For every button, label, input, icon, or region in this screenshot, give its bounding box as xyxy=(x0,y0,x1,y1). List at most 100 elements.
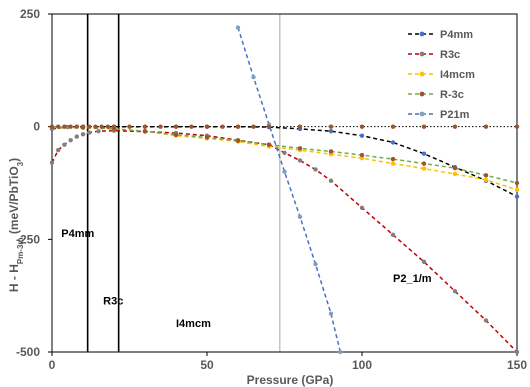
series-group xyxy=(49,25,520,355)
data-point xyxy=(142,124,148,129)
data-point xyxy=(483,124,489,129)
data-point xyxy=(313,167,318,172)
data-point xyxy=(56,147,61,153)
series-i4mcm xyxy=(49,125,520,192)
region-label: I4mcm xyxy=(176,318,211,330)
data-point xyxy=(87,130,92,135)
legend-label: P4mm xyxy=(440,29,473,41)
data-point xyxy=(452,124,458,129)
data-point xyxy=(328,178,334,183)
legend-marker xyxy=(419,111,425,117)
y-axis-title-sub: Pm-3m xyxy=(16,237,25,264)
data-point xyxy=(282,150,287,156)
data-point xyxy=(49,124,55,129)
data-point xyxy=(127,124,132,129)
data-point xyxy=(235,138,241,143)
x-axis-title: Pressure (GPa) xyxy=(247,373,334,387)
data-point xyxy=(390,156,396,162)
axes: 250 0 -250 -500 0 50 100 150 xyxy=(16,7,527,372)
x-tick-label: 100 xyxy=(352,358,372,372)
data-point xyxy=(297,214,303,219)
data-point xyxy=(514,349,520,355)
data-point xyxy=(80,132,86,137)
data-point xyxy=(328,124,334,129)
phase-boundaries xyxy=(86,14,281,352)
region-label: P4mm xyxy=(61,228,94,240)
data-point xyxy=(251,74,256,80)
data-point xyxy=(390,140,396,145)
data-point xyxy=(62,142,67,147)
data-point xyxy=(452,171,458,177)
y-tick-label: -500 xyxy=(16,345,40,359)
data-point xyxy=(421,166,427,171)
data-point xyxy=(266,142,272,147)
y-axis-title-main: H - H xyxy=(7,264,21,292)
series-line xyxy=(51,126,518,184)
data-point xyxy=(68,124,73,129)
data-point xyxy=(49,160,55,165)
data-point xyxy=(359,156,365,161)
data-point xyxy=(421,124,427,129)
data-point xyxy=(359,152,365,158)
data-point xyxy=(111,124,117,129)
data-point xyxy=(173,124,179,129)
data-point xyxy=(266,124,272,129)
data-point xyxy=(251,124,256,129)
data-point xyxy=(204,135,210,140)
data-point xyxy=(142,128,148,134)
data-point xyxy=(514,187,520,192)
data-point xyxy=(359,133,365,138)
y-axis-title-sub2: 3 xyxy=(16,161,25,166)
legend-label: P21m xyxy=(440,109,470,121)
data-point xyxy=(390,124,396,129)
data-point xyxy=(56,124,61,129)
x-tick-label: 0 xyxy=(49,358,56,372)
data-point xyxy=(74,134,80,139)
data-point xyxy=(96,128,101,134)
data-point xyxy=(421,259,427,265)
series-line xyxy=(237,27,342,353)
data-point xyxy=(68,137,73,143)
data-point xyxy=(282,169,287,174)
data-point xyxy=(105,124,111,129)
data-point xyxy=(80,124,86,129)
y-tick-label: 0 xyxy=(33,120,40,134)
data-point xyxy=(93,124,98,129)
data-point xyxy=(338,349,343,355)
series-reference xyxy=(49,124,520,129)
data-point xyxy=(483,177,489,183)
legend-marker xyxy=(419,71,425,77)
data-point xyxy=(483,318,489,323)
series-p4mm xyxy=(49,124,520,199)
data-point xyxy=(204,124,210,129)
region-label: R3c xyxy=(103,296,123,308)
data-point xyxy=(328,128,334,134)
data-point xyxy=(62,124,67,129)
data-point xyxy=(390,161,396,166)
data-point xyxy=(235,124,241,129)
x-tick-label: 150 xyxy=(507,358,527,372)
series-p21m xyxy=(235,25,343,355)
series-line xyxy=(52,126,518,191)
series-r3c xyxy=(49,128,520,355)
legend-label: I4mcm xyxy=(440,69,475,81)
legend-label: R-3c xyxy=(440,89,464,101)
data-point xyxy=(297,158,303,163)
region-labels: P4mm R3c I4mcm P2_1/m xyxy=(61,228,431,330)
data-point xyxy=(421,161,427,166)
data-point xyxy=(359,205,365,210)
data-point xyxy=(74,124,80,129)
data-point xyxy=(328,311,334,316)
y-tick-label: 250 xyxy=(20,7,40,21)
data-point xyxy=(158,124,163,129)
legend-label: R3c xyxy=(440,49,460,61)
series-line xyxy=(51,125,518,198)
data-point xyxy=(514,194,520,199)
y-axis-title-rest: (meV/PbTiO xyxy=(7,166,21,237)
y-tick-label: -250 xyxy=(16,232,40,246)
data-point xyxy=(220,124,225,129)
data-point xyxy=(359,124,365,129)
data-point xyxy=(297,124,303,129)
x-tick-label: 50 xyxy=(200,358,214,372)
data-point xyxy=(452,165,458,171)
